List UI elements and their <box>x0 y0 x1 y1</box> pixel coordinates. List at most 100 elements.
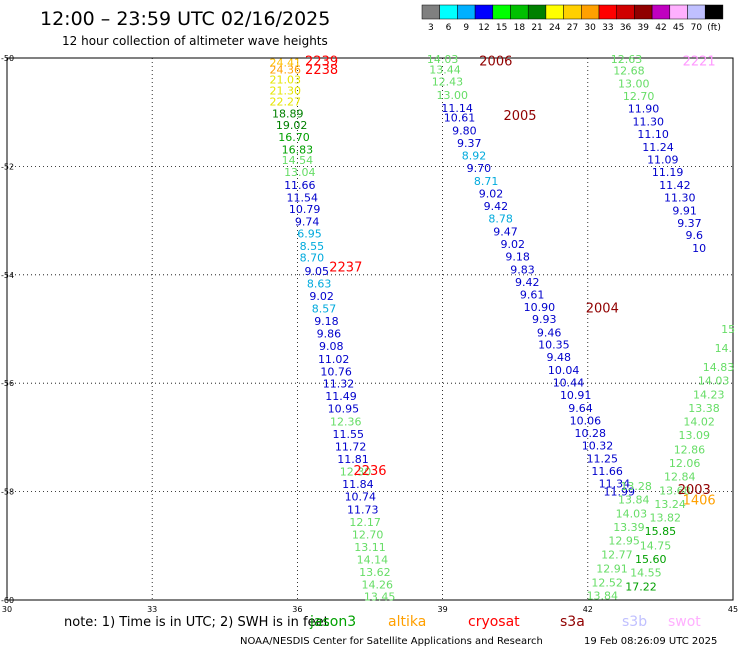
x-tick-label: 42 <box>583 605 593 614</box>
wave-height-value: 13.39 <box>613 521 645 534</box>
wave-height-value: 10.61 <box>444 112 476 125</box>
wave-height-value: 14.23 <box>693 389 725 402</box>
pass-number-label: 2237 <box>329 261 362 276</box>
pass-number-label: 2003 <box>678 483 711 498</box>
wave-height-value: 14. <box>715 342 733 355</box>
legend-item-s3b: s3b <box>622 614 647 630</box>
wave-height-value: 12.91 <box>596 563 628 576</box>
pass-number-label: 2004 <box>586 301 619 316</box>
wave-height-value: 9.02 <box>309 290 334 303</box>
wave-height-value: 10.90 <box>524 301 556 314</box>
wave-height-value: 12.95 <box>608 534 640 547</box>
wave-height-value: 8.78 <box>488 212 513 225</box>
wave-height-value: 8.57 <box>312 302 337 315</box>
grid-lines <box>7 58 733 600</box>
colorbar-label: 18 <box>514 23 526 33</box>
wave-height-value: 11.30 <box>664 191 696 204</box>
colorbar-swatch <box>510 4 529 20</box>
wave-height-value: 9.18 <box>505 250 530 263</box>
x-tick-label: 36 <box>292 605 302 614</box>
wave-height-value: 10.44 <box>553 377 585 390</box>
colorbar-swatch <box>474 4 494 20</box>
wave-height-value: 13.24 <box>654 498 686 511</box>
wave-height-value: 9.46 <box>537 326 562 339</box>
wave-height-value: 11.30 <box>633 115 665 128</box>
colorbar-label: 39 <box>638 23 650 33</box>
wave-height-value: 9.6 <box>686 229 704 242</box>
wave-height-value: 13.04 <box>284 166 316 179</box>
wave-height-value: 11.84 <box>342 478 374 491</box>
wave-height-value: 13.11 <box>354 541 386 554</box>
wave-height-value: 9.74 <box>295 216 320 229</box>
colorbar-swatch <box>616 4 635 20</box>
wave-height-value: 11.49 <box>325 390 357 403</box>
colorbar-label: 12 <box>478 23 489 33</box>
wave-height-value: 9.83 <box>510 263 535 276</box>
x-tick-label: 39 <box>438 605 448 614</box>
wave-height-value: 18.89 <box>272 107 304 120</box>
colorbar-label: 70 <box>691 23 703 33</box>
wave-height-value: 12.52 <box>591 577 623 590</box>
wave-height-value: 10.91 <box>560 389 592 402</box>
colorbar-label: 36 <box>620 23 632 33</box>
wave-height-value: 11.14 <box>441 102 473 115</box>
wave-height-value: 10.95 <box>328 403 360 416</box>
y-tick-label: -60 <box>1 596 14 605</box>
wave-height-value: 14.54 <box>282 154 314 167</box>
wave-height-value: 9.64 <box>568 402 593 415</box>
wave-height-value: 8.71 <box>474 175 499 188</box>
wave-height-value: 9.02 <box>479 188 504 201</box>
wave-height-value: 11.90 <box>628 102 660 115</box>
wave-height-value: 21.03 <box>270 74 302 87</box>
wave-height-value: 9.42 <box>515 276 540 289</box>
wave-height-value: 24.36 <box>270 63 302 76</box>
wave-height-value: 8.63 <box>307 277 332 290</box>
wave-height-value: 9.91 <box>672 204 697 217</box>
wave-height-value: 15.85 <box>645 525 677 538</box>
wave-height-value: 11.72 <box>335 441 367 454</box>
plot-frame <box>6 57 734 601</box>
wave-height-value: 13.44 <box>429 63 461 76</box>
y-tick-label: -54 <box>1 271 14 280</box>
colorbar-swatch <box>545 4 564 20</box>
y-tick-label: -58 <box>1 488 14 497</box>
wave-height-value: 11.66 <box>591 465 623 478</box>
pass-number-label: 1406 <box>683 494 716 509</box>
wave-height-value: 24.41 <box>270 56 302 69</box>
wave-height-value: 9.18 <box>314 315 339 328</box>
wave-height-value: 11.19 <box>652 166 684 179</box>
wave-height-value: 9.47 <box>493 225 518 238</box>
legend-item-jason3: jason3 <box>309 614 356 630</box>
colorbar-label: 3 <box>428 23 434 33</box>
legend-item-altika: altika <box>388 614 426 630</box>
legend-item-cryosat: cryosat <box>468 614 520 630</box>
wave-height-value: 9.05 <box>305 265 330 278</box>
wave-height-value: 11.81 <box>337 453 369 466</box>
wave-height-value: 11.02 <box>318 353 350 366</box>
pass-number-label: 2238 <box>305 63 338 78</box>
pass-number-label: 2239 <box>305 55 338 70</box>
footer-timestamp: 19 Feb 08:26:09 UTC 2025 <box>584 636 717 647</box>
wave-height-value: 10.28 <box>574 427 606 440</box>
colorbar-label: 33 <box>602 23 613 33</box>
wave-height-value: 16.70 <box>278 131 310 144</box>
colorbar-swatch <box>492 4 511 20</box>
wave-height-value: 12.36 <box>330 416 362 429</box>
wave-height-value: 12.30 <box>340 466 372 479</box>
colorbar-swatch <box>651 4 671 20</box>
pass-number-label: 2005 <box>503 109 536 124</box>
x-axis-tick-labels: 30 33 36 39 42 45 <box>2 605 738 614</box>
pass-number-label: 2006 <box>479 55 512 70</box>
wave-height-value: 12.68 <box>613 64 645 77</box>
colorbar-swatch <box>439 4 458 20</box>
wave-height-value: 8.70 <box>300 251 325 264</box>
wave-height-value: 8.92 <box>462 150 487 163</box>
colorbar-swatch <box>457 4 476 20</box>
wave-height-value: 12.86 <box>674 443 706 456</box>
wave-height-value: 13.84 <box>587 590 619 603</box>
wave-height-value: 11.42 <box>659 179 691 192</box>
satellite-legend: jason3 altika cryosat s3a s3b swot <box>309 614 701 630</box>
wave-height-value: 10.04 <box>548 364 580 377</box>
footer-note: note: 1) Time is in UTC; 2) SWH is in fe… <box>64 615 329 630</box>
wave-height-value: 14.83 <box>703 361 735 374</box>
